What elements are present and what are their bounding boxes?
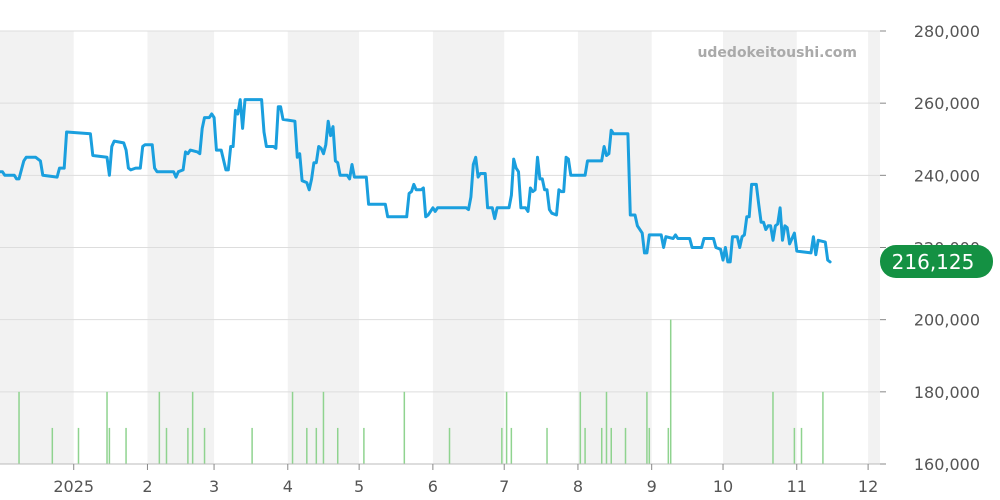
x-tick-label: 12 <box>858 477 878 496</box>
x-tick-label: 6 <box>428 477 438 496</box>
current-price-badge: 216,125 <box>880 245 993 278</box>
price-line-layer <box>0 98 832 264</box>
y-tick-label: 260,000 <box>914 94 980 113</box>
x-tick-label: 4 <box>283 477 293 496</box>
price-series-line <box>0 98 832 264</box>
current-price-badge-bg <box>880 245 993 278</box>
x-tick-label: 2025 <box>53 477 94 496</box>
x-tick-label: 5 <box>354 477 364 496</box>
volume-layer <box>18 319 824 464</box>
watermark: udedokeitoushi.com <box>697 45 857 61</box>
current-price-badge-text: 216,125 <box>892 250 975 274</box>
y-tick-label: 180,000 <box>914 383 980 402</box>
y-tick-label: 280,000 <box>914 22 980 41</box>
y-tick-label: 200,000 <box>914 311 980 330</box>
x-tick-label: 10 <box>713 477 733 496</box>
y-tick-label: 160,000 <box>914 455 980 474</box>
x-tick-label: 2 <box>142 477 152 496</box>
x-tick-label: 9 <box>647 477 657 496</box>
y-tick-label: 240,000 <box>914 166 980 185</box>
x-tick-label: 7 <box>499 477 509 496</box>
x-tick-label: 8 <box>573 477 583 496</box>
x-tick-label: 3 <box>209 477 219 496</box>
x-tick-label: 11 <box>787 477 807 496</box>
